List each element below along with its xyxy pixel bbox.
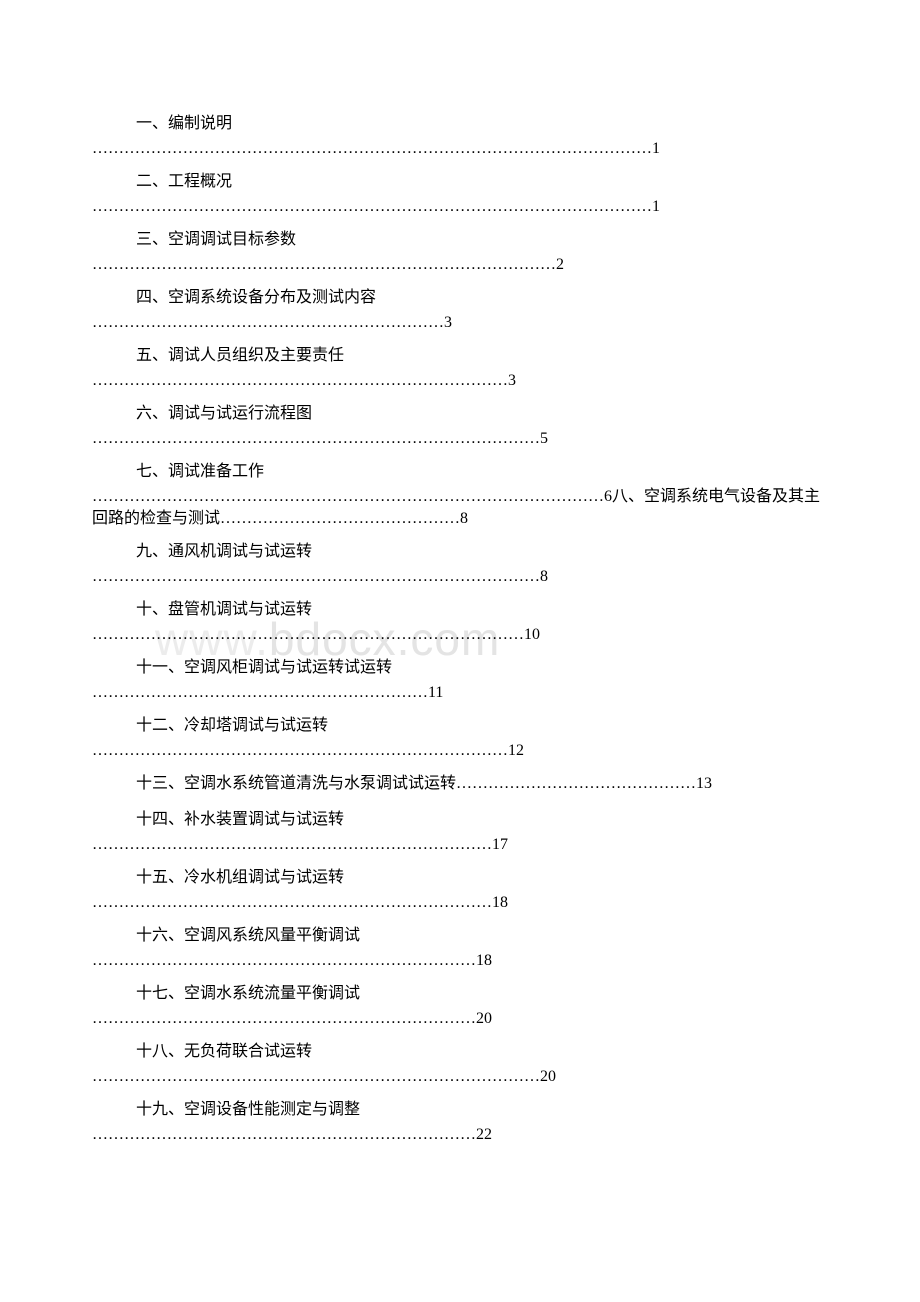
toc-entry: 十四、补水装置调试与试运转 …………………………………………………………………1… bbox=[92, 806, 828, 856]
toc-dots-line: …………………………………………………………………………5 bbox=[92, 428, 828, 450]
toc-dots-line: ……………………………………………………………………3 bbox=[92, 370, 828, 392]
toc-entry: 一、编制说明 ………………………………………………………………………………………… bbox=[92, 110, 828, 160]
toc-dots-line: ……………………………………………………………………………2 bbox=[92, 254, 828, 276]
toc-dots-line: ……………………………………………………………………12 bbox=[92, 740, 828, 762]
toc-title: 四、空调系统设备分布及测试内容 bbox=[92, 284, 828, 312]
toc-entry: 十八、无负荷联合试运转 …………………………………………………………………………… bbox=[92, 1038, 828, 1088]
toc-entry: 十七、空调水系统流量平衡调试 ………………………………………………………………2… bbox=[92, 980, 828, 1030]
toc-entry: 二、工程概况 ………………………………………………………………………………………… bbox=[92, 168, 828, 218]
toc-entry: 十六、空调风系统风量平衡调试 ………………………………………………………………1… bbox=[92, 922, 828, 972]
toc-title: 十七、空调水系统流量平衡调试 bbox=[92, 980, 828, 1008]
toc-title: 十、盘管机调试与试运转 bbox=[92, 596, 828, 624]
toc-dots-line: ………………………………………………………………………10 bbox=[92, 624, 828, 646]
toc-entry: 十五、冷水机组调试与试运转 …………………………………………………………………1… bbox=[92, 864, 828, 914]
toc-entry: 十九、空调设备性能测定与调整 ………………………………………………………………2… bbox=[92, 1096, 828, 1146]
toc-title: 十四、补水装置调试与试运转 bbox=[92, 806, 828, 834]
toc-title: 十五、冷水机组调试与试运转 bbox=[92, 864, 828, 892]
toc-title: 六、调试与试运行流程图 bbox=[92, 400, 828, 428]
toc-dots-line: …………………………………………………………………17 bbox=[92, 834, 828, 856]
toc-title: 三、空调调试目标参数 bbox=[92, 226, 828, 254]
toc-title: 十一、空调风柜调试与试运转试运转 bbox=[92, 654, 828, 682]
toc-entry: 九、通风机调试与试运转 …………………………………………………………………………… bbox=[92, 538, 828, 588]
toc-title: 十三、空调水系统管道清洗与水泵调试试运转………………………………………13 bbox=[92, 770, 828, 798]
toc-dots-line: ………………………………………………………………22 bbox=[92, 1124, 828, 1146]
toc-entry: 三、空调调试目标参数 ……………………………………………………………………………… bbox=[92, 226, 828, 276]
toc-title: 一、编制说明 bbox=[92, 110, 828, 138]
toc-entry: 十二、冷却塔调试与试运转 ……………………………………………………………………1… bbox=[92, 712, 828, 762]
toc-title: 九、通风机调试与试运转 bbox=[92, 538, 828, 566]
toc-content: 一、编制说明 ………………………………………………………………………………………… bbox=[92, 110, 828, 1146]
toc-dots-line: ……………………………………………………………………………………………1 bbox=[92, 196, 828, 218]
toc-entry: 七、调试准备工作 …………………………………………………………………………………… bbox=[92, 458, 828, 530]
toc-dots-line: …………………………………………………………3 bbox=[92, 312, 828, 334]
toc-entry: 十三、空调水系统管道清洗与水泵调试试运转………………………………………13 bbox=[92, 770, 828, 798]
toc-title: 五、调试人员组织及主要责任 bbox=[92, 342, 828, 370]
toc-dots-line: ……………………………………………………………………………………6八、空调系统电… bbox=[92, 486, 828, 530]
toc-entry: 六、调试与试运行流程图 …………………………………………………………………………… bbox=[92, 400, 828, 450]
toc-dots-line: ………………………………………………………………18 bbox=[92, 950, 828, 972]
toc-dots-line: ………………………………………………………11 bbox=[92, 682, 828, 704]
toc-entry: 十一、空调风柜调试与试运转试运转 ………………………………………………………11 bbox=[92, 654, 828, 704]
toc-title: 二、工程概况 bbox=[92, 168, 828, 196]
toc-title: 十六、空调风系统风量平衡调试 bbox=[92, 922, 828, 950]
toc-dots-line: …………………………………………………………………18 bbox=[92, 892, 828, 914]
toc-dots-line: …………………………………………………………………………8 bbox=[92, 566, 828, 588]
toc-title: 十二、冷却塔调试与试运转 bbox=[92, 712, 828, 740]
toc-dots-line: …………………………………………………………………………20 bbox=[92, 1066, 828, 1088]
toc-entry: 五、调试人员组织及主要责任 ……………………………………………………………………… bbox=[92, 342, 828, 392]
toc-entry: 四、空调系统设备分布及测试内容 …………………………………………………………3 bbox=[92, 284, 828, 334]
toc-title: 十九、空调设备性能测定与调整 bbox=[92, 1096, 828, 1124]
toc-dots-line: ……………………………………………………………………………………………1 bbox=[92, 138, 828, 160]
toc-title: 七、调试准备工作 bbox=[92, 458, 828, 486]
toc-title: 十八、无负荷联合试运转 bbox=[92, 1038, 828, 1066]
toc-dots-line: ………………………………………………………………20 bbox=[92, 1008, 828, 1030]
toc-entry: 十、盘管机调试与试运转 ………………………………………………………………………1… bbox=[92, 596, 828, 646]
